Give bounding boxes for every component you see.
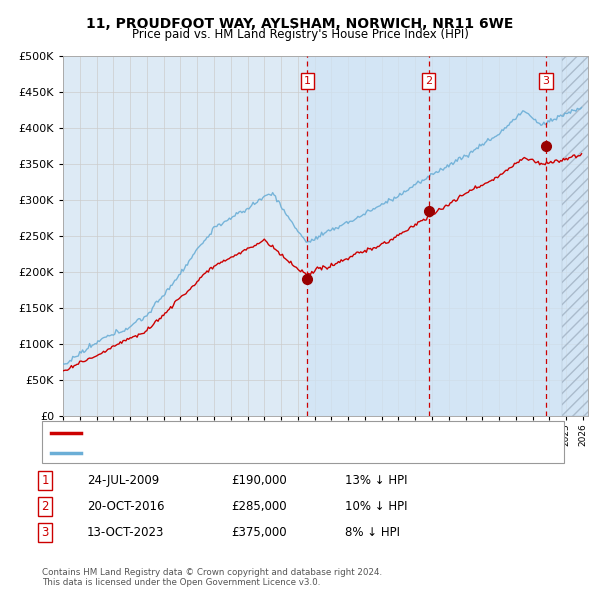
Bar	[562, 56, 592, 416]
Text: 3: 3	[542, 76, 550, 86]
Text: £285,000: £285,000	[231, 500, 287, 513]
Text: 24-JUL-2009: 24-JUL-2009	[87, 474, 159, 487]
Text: 2: 2	[41, 500, 49, 513]
Text: 11, PROUDFOOT WAY, AYLSHAM, NORWICH, NR11 6WE: 11, PROUDFOOT WAY, AYLSHAM, NORWICH, NR1…	[86, 17, 514, 31]
Text: £375,000: £375,000	[231, 526, 287, 539]
Text: 13% ↓ HPI: 13% ↓ HPI	[345, 474, 407, 487]
Text: 3: 3	[41, 526, 49, 539]
Text: 8% ↓ HPI: 8% ↓ HPI	[345, 526, 400, 539]
Text: This data is licensed under the Open Government Licence v3.0.: This data is licensed under the Open Gov…	[42, 578, 320, 588]
Text: HPI: Average price, detached house, Broadland: HPI: Average price, detached house, Broa…	[87, 448, 333, 457]
Text: £190,000: £190,000	[231, 474, 287, 487]
Bar	[562, 56, 592, 416]
Text: 2: 2	[425, 76, 432, 86]
Text: Price paid vs. HM Land Registry's House Price Index (HPI): Price paid vs. HM Land Registry's House …	[131, 28, 469, 41]
Text: 10% ↓ HPI: 10% ↓ HPI	[345, 500, 407, 513]
Text: 11, PROUDFOOT WAY, AYLSHAM, NORWICH, NR11 6WE (detached house): 11, PROUDFOOT WAY, AYLSHAM, NORWICH, NR1…	[87, 428, 467, 438]
Text: Contains HM Land Registry data © Crown copyright and database right 2024.: Contains HM Land Registry data © Crown c…	[42, 568, 382, 577]
Text: 20-OCT-2016: 20-OCT-2016	[87, 500, 164, 513]
Bar	[307, 56, 592, 416]
Text: 1: 1	[41, 474, 49, 487]
Text: 13-OCT-2023: 13-OCT-2023	[87, 526, 164, 539]
Text: 1: 1	[304, 76, 311, 86]
